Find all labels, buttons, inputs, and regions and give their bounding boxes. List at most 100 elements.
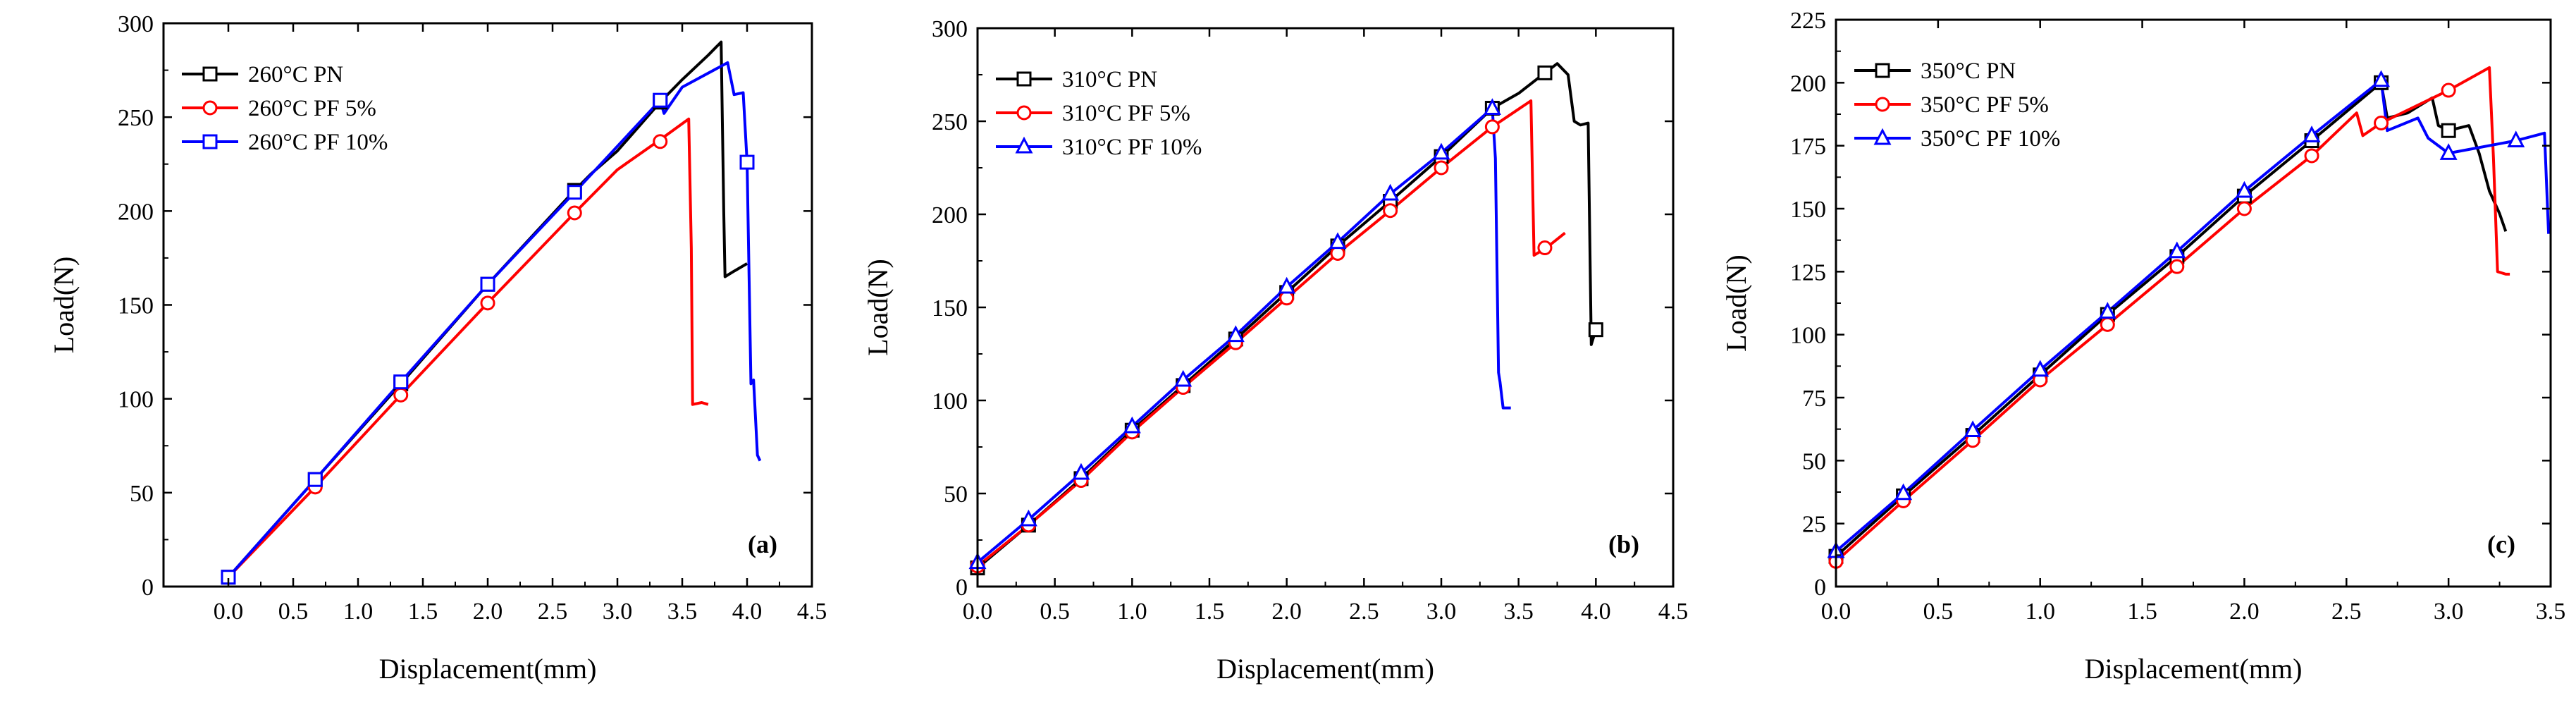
x-axis-title: Displacement(mm) — [1216, 653, 1434, 685]
legend-entry-label: 310°C PF 10% — [1062, 135, 1202, 160]
legend-swatch-marker — [1875, 97, 1890, 112]
y-tick-label: 0 — [142, 575, 154, 601]
x-tick-label: 3.0 — [2434, 599, 2464, 625]
y-tick-label: 200 — [932, 202, 968, 228]
y-tick-label: 0 — [1814, 575, 1826, 601]
data-point-marker — [739, 154, 755, 170]
x-tick-label: 0.5 — [278, 599, 309, 625]
legend-swatch-marker — [202, 134, 218, 149]
x-tick-label: 1.5 — [2127, 599, 2157, 625]
x-ticks: 0.0 0.5 1.0 1.5 2.0 2.5 3.0 3.5 4.0 4.5 — [963, 28, 1689, 625]
x-tick-label: 3.5 — [2536, 599, 2566, 625]
data-point-marker — [2236, 201, 2252, 216]
x-axis-title: Displacement(mm) — [2085, 653, 2303, 685]
data-point-marker — [1588, 322, 1603, 338]
series-line-1 — [227, 117, 709, 579]
legend-swatch-marker — [1016, 71, 1032, 87]
panel-c: 0.0 0.5 1.0 1.5 2.0 2.5 3.0 3.5 0 25 50 75 100 125 15… — [1720, 8, 2565, 685]
data-point-marker — [2441, 82, 2456, 98]
panel-a: 0.0 0.5 1.0 1.5 2.0 2.5 3.0 3.5 4.0 4.5 0 50 100 150… — [48, 11, 827, 685]
x-tick-label: 2.5 — [538, 599, 568, 625]
x-tick-label: 4.0 — [1581, 599, 1611, 625]
legend: 310°C PN 310°C PF 5% 310°C PF 10% — [996, 67, 1202, 160]
legend-swatch-marker — [1015, 136, 1033, 154]
data-point-marker — [480, 295, 495, 311]
x-tick-label: 2.0 — [2229, 599, 2260, 625]
legend: 350°C PN 350°C PF 5% 350°C PF 10% — [1854, 59, 2060, 152]
y-tick-label: 25 — [1802, 512, 1826, 538]
data-point-marker — [1381, 183, 1400, 201]
y-tick-label: 300 — [932, 16, 968, 42]
y-tick-label: 0 — [956, 575, 968, 601]
panel-label: (b) — [1608, 530, 1639, 558]
data-point-marker — [567, 185, 582, 200]
series-line-1 — [976, 99, 1566, 568]
data-point-marker — [1329, 232, 1347, 250]
data-point-marker — [480, 276, 495, 292]
panel-label: (c) — [2487, 530, 2515, 558]
data-point-marker — [2441, 123, 2456, 138]
data-point-marker — [2374, 116, 2389, 131]
series-line-2 — [976, 106, 1511, 564]
data-point-marker — [307, 472, 323, 487]
y-tick-label: 200 — [118, 199, 154, 225]
x-tick-label: 0.0 — [1821, 599, 1851, 625]
x-tick-label: 0.5 — [1923, 599, 1954, 625]
legend-entry-label: 310°C PF 5% — [1062, 101, 1190, 126]
x-tick-label: 0.5 — [1040, 599, 1070, 625]
x-ticks: 0.0 0.5 1.0 1.5 2.0 2.5 3.0 3.5 4.0 4.5 — [214, 23, 827, 625]
data-point-marker — [653, 92, 668, 108]
x-tick-label: 1.5 — [1195, 599, 1225, 625]
legend-swatch-marker — [1875, 63, 1890, 78]
x-tick-label: 1.0 — [1117, 599, 1147, 625]
panel-label: (a) — [748, 530, 777, 558]
data-point-marker — [2100, 317, 2115, 332]
x-tick-label: 2.0 — [473, 599, 503, 625]
data-point-marker — [1434, 160, 1449, 176]
series-line-2 — [1835, 78, 2551, 553]
y-ticks: 0 50 100 150 200 250 300 — [118, 11, 812, 601]
y-tick-label: 100 — [118, 387, 154, 413]
series-line-1 — [1835, 66, 2510, 563]
y-tick-label: 300 — [118, 11, 154, 37]
y-tick-label: 250 — [932, 109, 968, 135]
x-tick-label: 2.5 — [1349, 599, 1379, 625]
y-tick-label: 100 — [932, 388, 968, 415]
y-tick-label: 50 — [130, 481, 154, 507]
x-tick-label: 3.5 — [667, 599, 698, 625]
y-axis-title: Load(N) — [1720, 255, 1752, 352]
legend: 260°C PN 260°C PF 5% 260°C PF 10% — [182, 62, 388, 155]
x-tick-label: 0.0 — [963, 599, 993, 625]
data-point-marker — [2372, 70, 2391, 87]
legend-swatch-marker — [202, 100, 218, 116]
data-point-marker — [653, 134, 668, 149]
data-point-marker — [567, 205, 582, 221]
y-tick-label: 200 — [1790, 70, 1826, 97]
x-tick-label: 1.0 — [2025, 599, 2055, 625]
data-point-marker — [2235, 180, 2253, 198]
x-tick-label: 3.5 — [1503, 599, 1534, 625]
y-axis-title: Load(N) — [48, 257, 80, 354]
data-point-marker — [1330, 245, 1345, 261]
y-tick-label: 150 — [932, 295, 968, 321]
legend-entry-label: 350°C PF 5% — [1921, 92, 2049, 118]
x-tick-label: 3.0 — [603, 599, 633, 625]
y-ticks: 0 50 100 150 200 250 300 — [932, 16, 1673, 601]
legend-entry-label: 260°C PF 5% — [248, 96, 376, 121]
data-point-marker — [1072, 462, 1090, 480]
x-axis-title: Displacement(mm) — [379, 653, 597, 685]
series-line-2 — [227, 61, 762, 579]
y-ticks: 0 25 50 75 100 125 150 175 200 225 — [1790, 8, 2551, 601]
data-point-marker — [1226, 325, 1245, 343]
y-tick-label: 250 — [118, 105, 154, 131]
data-point-marker — [2031, 360, 2050, 377]
series-markers — [968, 65, 1603, 576]
y-tick-label: 50 — [944, 482, 968, 508]
data-point-marker — [1432, 142, 1450, 160]
legend-swatch-marker — [202, 66, 218, 82]
data-point-marker — [1484, 119, 1500, 135]
x-tick-label: 2.0 — [1271, 599, 1302, 625]
y-tick-label: 50 — [1802, 448, 1826, 474]
data-point-marker — [1019, 509, 1037, 527]
x-tick-label: 4.5 — [1658, 599, 1689, 625]
